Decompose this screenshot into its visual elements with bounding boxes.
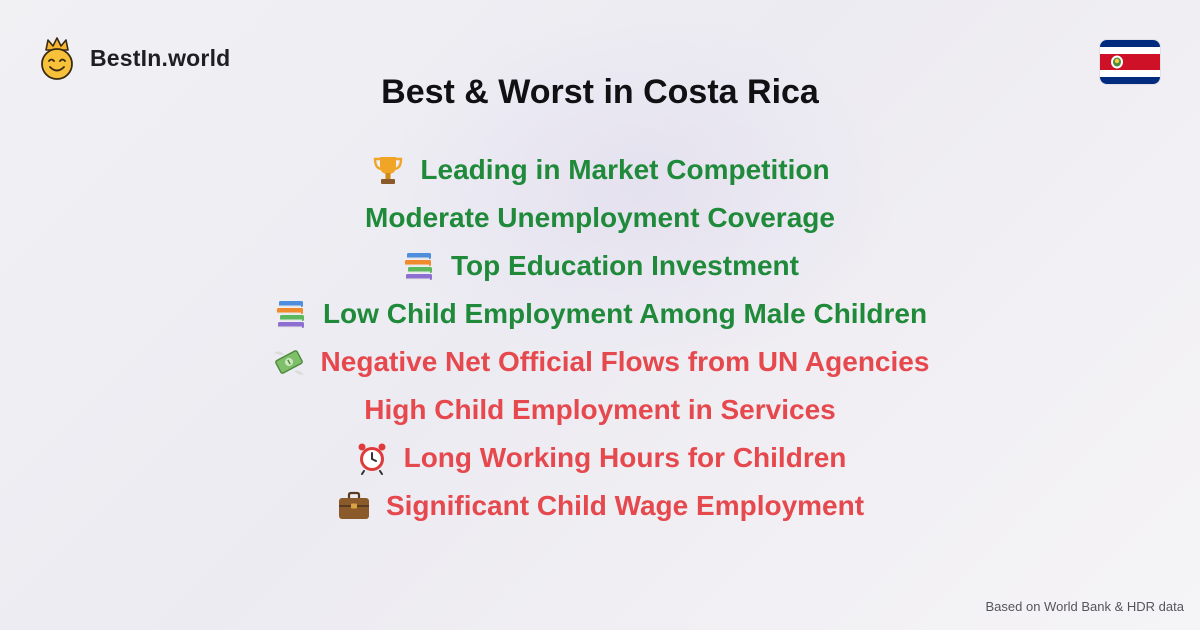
brand[interactable]: BestIn.world: [38, 36, 230, 80]
list-item-best: Moderate Unemployment Coverage: [0, 194, 1200, 242]
alarm-clock-icon: [354, 440, 390, 476]
list-item-worst: Long Working Hours for Children: [0, 434, 1200, 482]
books-icon: [401, 248, 437, 284]
books-icon: [273, 296, 309, 332]
source-note: Based on World Bank & HDR data: [985, 599, 1184, 614]
list-item-best: Low Child Employment Among Male Children: [0, 290, 1200, 338]
brand-name: BestIn.world: [90, 44, 231, 71]
costa-rica-flag-icon: [1100, 40, 1160, 84]
list-item-worst: Negative Net Official Flows from UN Agen…: [0, 338, 1200, 386]
item-label: Moderate Unemployment Coverage: [365, 202, 835, 233]
money-with-wings-icon: [271, 344, 307, 380]
crown-smiley-icon: [41, 37, 73, 80]
item-label: Low Child Employment Among Male Children: [322, 298, 928, 329]
item-label: Negative Net Official Flows from UN Agen…: [320, 346, 930, 377]
item-label: Significant Child Wage Employment: [385, 490, 865, 521]
item-label: Top Education Investment: [451, 250, 799, 281]
briefcase-icon: [336, 488, 372, 524]
list-item-worst: High Child Employment in Services: [0, 386, 1200, 434]
list-item-worst: Significant Child Wage Employment: [0, 482, 1200, 530]
item-label: Leading in Market Competition: [420, 154, 830, 185]
list-item-best: Leading in Market Competition: [0, 146, 1200, 194]
page-title: Best & Worst in Costa Rica: [381, 73, 819, 111]
highlights-list: Leading in Market Competition Moderate Un…: [0, 146, 1200, 530]
item-label: High Child Employment in Services: [364, 394, 836, 425]
list-item-best: Top Education Investment: [0, 242, 1200, 290]
trophy-icon: [370, 152, 406, 188]
item-label: Long Working Hours for Children: [403, 442, 847, 473]
